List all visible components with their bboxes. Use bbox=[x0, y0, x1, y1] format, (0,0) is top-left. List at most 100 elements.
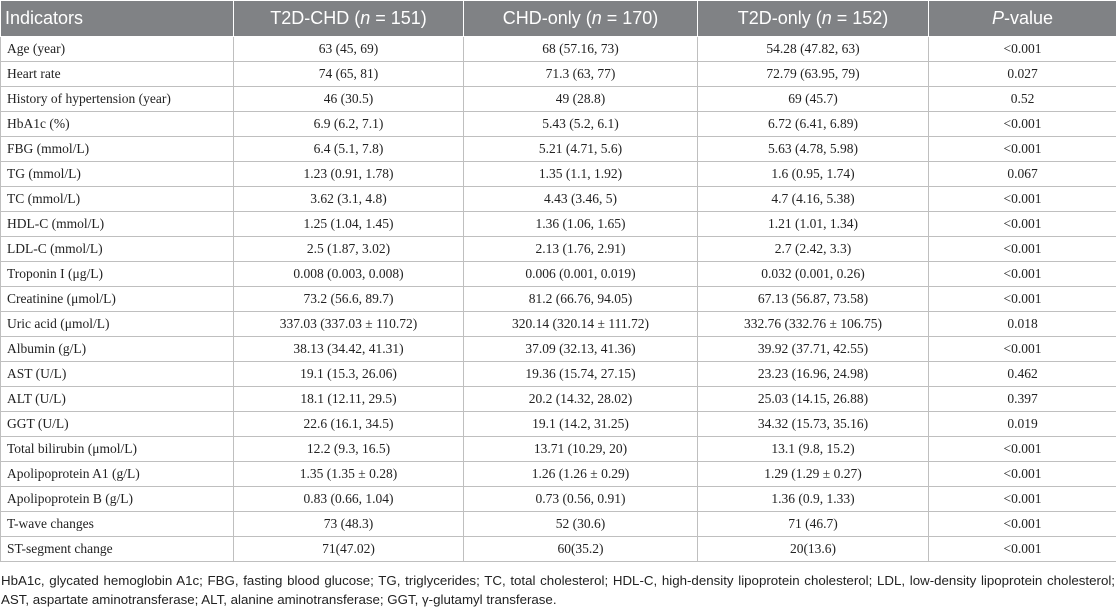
chd-only-cell: 5.43 (5.2, 6.1) bbox=[463, 111, 698, 137]
table-row: Heart rate 74 (65, 81) 71.3 (63, 77) 72.79 … bbox=[0, 61, 1116, 87]
table-row: Troponin I (μg/L) 0.008 (0.003, 0.008) 0.0… bbox=[0, 261, 1116, 287]
p-value-cell: <0.001 bbox=[928, 111, 1116, 137]
p-value-cell: 0.019 bbox=[928, 411, 1116, 437]
indicator-cell: ALT (U/L) bbox=[0, 386, 234, 412]
table-row: Apolipoprotein A1 (g/L) 1.35 (1.35 ± 0.28… bbox=[0, 461, 1116, 487]
t2d-only-cell: 1.6 (0.95, 1.74) bbox=[697, 161, 929, 187]
chd-only-cell: 68 (57.16, 73) bbox=[463, 36, 698, 62]
indicator-cell: TG (mmol/L) bbox=[0, 161, 234, 187]
chd-only-cell: 37.09 (32.13, 41.36) bbox=[463, 336, 698, 362]
table-row: T-wave changes 73 (48.3) 52 (30.6) 71 (46.7… bbox=[0, 511, 1116, 537]
indicator-cell: HDL-C (mmol/L) bbox=[0, 211, 234, 237]
t2d-chd-cell: 6.9 (6.2, 7.1) bbox=[233, 111, 464, 137]
t2d-only-cell: 72.79 (63.95, 79) bbox=[697, 61, 929, 87]
p-value-cell: <0.001 bbox=[928, 461, 1116, 487]
table-row: TC (mmol/L) 3.62 (3.1, 4.8) 4.43 (3.46, 5)… bbox=[0, 186, 1116, 212]
chd-only-cell: 1.26 (1.26 ± 0.29) bbox=[463, 461, 698, 487]
indicator-cell: TC (mmol/L) bbox=[0, 186, 234, 212]
table-row: Apolipoprotein B (g/L) 0.83 (0.66, 1.04) 0… bbox=[0, 486, 1116, 512]
p-value-cell: <0.001 bbox=[928, 536, 1116, 562]
t2d-chd-cell: 1.23 (0.91, 1.78) bbox=[233, 161, 464, 187]
p-value-cell: 0.067 bbox=[928, 161, 1116, 187]
table-row: ST-segment change 71(47.02) 60(35.2) 20(13.… bbox=[0, 536, 1116, 562]
t2d-only-cell: 1.36 (0.9, 1.33) bbox=[697, 486, 929, 512]
chd-only-cell: 81.2 (66.76, 94.05) bbox=[463, 286, 698, 312]
t2d-only-cell: 23.23 (16.96, 24.98) bbox=[697, 361, 929, 387]
p-value-cell: <0.001 bbox=[928, 261, 1116, 287]
header-t2d-chd: T2D-CHD (n = 151) bbox=[233, 0, 464, 37]
indicator-cell: Troponin I (μg/L) bbox=[0, 261, 234, 287]
t2d-chd-cell: 337.03 (337.03 ± 110.72) bbox=[233, 311, 464, 337]
table-row: Creatinine (μmol/L) 73.2 (56.6, 89.7) 81.2… bbox=[0, 286, 1116, 312]
t2d-chd-cell: 18.1 (12.11, 29.5) bbox=[233, 386, 464, 412]
indicator-cell: AST (U/L) bbox=[0, 361, 234, 387]
t2d-only-cell: 0.032 (0.001, 0.26) bbox=[697, 261, 929, 287]
table-row: AST (U/L) 19.1 (15.3, 26.06) 19.36 (15.74,… bbox=[0, 361, 1116, 387]
table-footnote: HbA1c, glycated hemoglobin A1c; FBG, fas… bbox=[1, 573, 1115, 607]
t2d-only-cell: 67.13 (56.87, 73.58) bbox=[697, 286, 929, 312]
chd-only-cell: 20.2 (14.32, 28.02) bbox=[463, 386, 698, 412]
t2d-chd-cell: 19.1 (15.3, 26.06) bbox=[233, 361, 464, 387]
header-p-value: P-value bbox=[928, 0, 1116, 37]
indicator-cell: Age (year) bbox=[0, 36, 234, 62]
p-value-cell: <0.001 bbox=[928, 136, 1116, 162]
p-value-cell: <0.001 bbox=[928, 186, 1116, 212]
indicator-cell: History of hypertension (year) bbox=[0, 86, 234, 112]
table-row: Albumin (g/L) 38.13 (34.42, 41.31) 37.09 (… bbox=[0, 336, 1116, 362]
t2d-only-cell: 1.21 (1.01, 1.34) bbox=[697, 211, 929, 237]
table-header-row: Indicators T2D-CHD (n = 151) CHD-only (n… bbox=[0, 0, 1116, 37]
chd-only-cell: 1.35 (1.1, 1.92) bbox=[463, 161, 698, 187]
table-row: HDL-C (mmol/L) 1.25 (1.04, 1.45) 1.36 (1.0… bbox=[0, 211, 1116, 237]
t2d-only-cell: 39.92 (37.71, 42.55) bbox=[697, 336, 929, 362]
chd-only-cell: 320.14 (320.14 ± 111.72) bbox=[463, 311, 698, 337]
chd-only-cell: 5.21 (4.71, 5.6) bbox=[463, 136, 698, 162]
t2d-only-cell: 1.29 (1.29 ± 0.27) bbox=[697, 461, 929, 487]
p-value-cell: <0.001 bbox=[928, 36, 1116, 62]
t2d-chd-cell: 71(47.02) bbox=[233, 536, 464, 562]
t2d-only-cell: 332.76 (332.76 ± 106.75) bbox=[697, 311, 929, 337]
t2d-only-cell: 71 (46.7) bbox=[697, 511, 929, 537]
p-value-cell: 0.397 bbox=[928, 386, 1116, 412]
t2d-chd-cell: 73.2 (56.6, 89.7) bbox=[233, 286, 464, 312]
t2d-chd-cell: 73 (48.3) bbox=[233, 511, 464, 537]
chd-only-cell: 4.43 (3.46, 5) bbox=[463, 186, 698, 212]
chd-only-cell: 1.36 (1.06, 1.65) bbox=[463, 211, 698, 237]
p-value-cell: <0.001 bbox=[928, 286, 1116, 312]
t2d-chd-cell: 74 (65, 81) bbox=[233, 61, 464, 87]
indicator-cell: Heart rate bbox=[0, 61, 234, 87]
chd-only-cell: 19.1 (14.2, 31.25) bbox=[463, 411, 698, 437]
t2d-chd-cell: 3.62 (3.1, 4.8) bbox=[233, 186, 464, 212]
t2d-only-cell: 25.03 (14.15, 26.88) bbox=[697, 386, 929, 412]
t2d-chd-cell: 1.25 (1.04, 1.45) bbox=[233, 211, 464, 237]
data-table: Indicators T2D-CHD (n = 151) CHD-only (n… bbox=[0, 0, 1116, 562]
table-row: TG (mmol/L) 1.23 (0.91, 1.78) 1.35 (1.1, 1… bbox=[0, 161, 1116, 187]
chd-only-cell: 52 (30.6) bbox=[463, 511, 698, 537]
indicator-cell: Apolipoprotein A1 (g/L) bbox=[0, 461, 234, 487]
p-value-cell: 0.018 bbox=[928, 311, 1116, 337]
indicator-cell: GGT (U/L) bbox=[0, 411, 234, 437]
header-indicators: Indicators bbox=[0, 0, 234, 37]
t2d-chd-cell: 1.35 (1.35 ± 0.28) bbox=[233, 461, 464, 487]
indicator-cell: Apolipoprotein B (g/L) bbox=[0, 486, 234, 512]
indicator-cell: Creatinine (μmol/L) bbox=[0, 286, 234, 312]
indicator-cell: LDL-C (mmol/L) bbox=[0, 236, 234, 262]
table-row: History of hypertension (year) 46 (30.5) 4… bbox=[0, 86, 1116, 112]
chd-only-cell: 60(35.2) bbox=[463, 536, 698, 562]
t2d-only-cell: 13.1 (9.8, 15.2) bbox=[697, 436, 929, 462]
p-value-cell: <0.001 bbox=[928, 486, 1116, 512]
t2d-only-cell: 34.32 (15.73, 35.16) bbox=[697, 411, 929, 437]
t2d-chd-cell: 2.5 (1.87, 3.02) bbox=[233, 236, 464, 262]
p-value-cell: <0.001 bbox=[928, 236, 1116, 262]
p-value-cell: <0.001 bbox=[928, 511, 1116, 537]
t2d-chd-cell: 6.4 (5.1, 7.8) bbox=[233, 136, 464, 162]
chd-only-cell: 71.3 (63, 77) bbox=[463, 61, 698, 87]
p-value-cell: 0.027 bbox=[928, 61, 1116, 87]
table-row: HbA1c (%) 6.9 (6.2, 7.1) 5.43 (5.2, 6.1) 6.… bbox=[0, 111, 1116, 137]
t2d-chd-cell: 12.2 (9.3, 16.5) bbox=[233, 436, 464, 462]
t2d-chd-cell: 0.008 (0.003, 0.008) bbox=[233, 261, 464, 287]
t2d-only-cell: 6.72 (6.41, 6.89) bbox=[697, 111, 929, 137]
chd-only-cell: 49 (28.8) bbox=[463, 86, 698, 112]
t2d-only-cell: 54.28 (47.82, 63) bbox=[697, 36, 929, 62]
table-row: FBG (mmol/L) 6.4 (5.1, 7.8) 5.21 (4.71, 5.… bbox=[0, 136, 1116, 162]
indicator-cell: HbA1c (%) bbox=[0, 111, 234, 137]
